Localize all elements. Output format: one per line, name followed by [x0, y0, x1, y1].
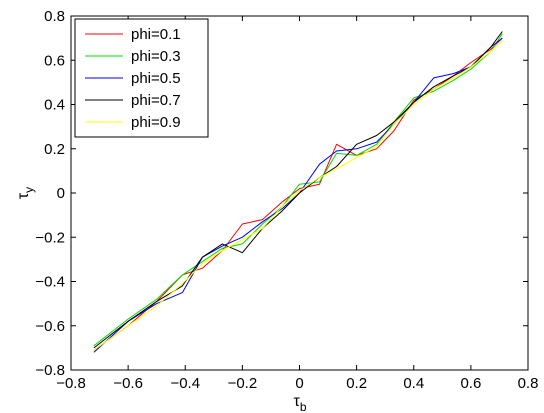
legend: phi=0.1 phi=0.3 phi=0.5 phi=0.7 phi=0.9 — [74, 18, 209, 138]
series-line-2 — [93, 37, 503, 353]
y-tick-label: −0.2 — [35, 229, 65, 246]
x-tick-label: −0.2 — [228, 375, 258, 392]
x-tick-label: −0.6 — [113, 375, 143, 392]
legend-label-0: phi=0.1 — [131, 26, 181, 43]
series-line-1 — [93, 33, 503, 347]
legend-label-4: phi=0.9 — [131, 114, 181, 131]
legend-label-2: phi=0.5 — [131, 70, 181, 87]
y-axis-label-main: τ — [15, 192, 32, 199]
y-tick-label: 0.4 — [44, 97, 65, 114]
x-axis-label-main: τ — [293, 393, 300, 410]
tick-layer: −0.8 −0.6 −0.4 −0.2 0 0.2 0.4 0.6 0.8 −0.8 −0.6 −0.… — [35, 8, 538, 392]
legend-label-3: phi=0.7 — [131, 92, 181, 109]
legend-label-1: phi=0.3 — [131, 48, 181, 65]
x-tick-label: −0.8 — [56, 375, 86, 392]
y-axis-label: τy — [15, 187, 36, 199]
x-axis-label-sub: b — [300, 400, 307, 413]
series-line-0 — [93, 37, 503, 351]
series-layer — [93, 31, 503, 353]
x-tick-label: 0.6 — [460, 375, 481, 392]
x-tick-label: 0.4 — [403, 375, 424, 392]
y-tick-label: −0.6 — [35, 318, 65, 335]
x-tick-label: 0 — [295, 375, 303, 392]
y-tick-label: −0.8 — [35, 362, 65, 379]
x-axis-label: τb — [293, 393, 306, 413]
y-tick-label: 0.2 — [44, 141, 65, 158]
y-tick-label: 0.6 — [44, 52, 65, 69]
x-tick-label: 0.8 — [518, 375, 539, 392]
x-tick-label: −0.4 — [170, 375, 200, 392]
y-tick-label: 0.8 — [44, 8, 65, 25]
y-axis-label-sub: y — [22, 187, 36, 193]
y-tick-label: −0.4 — [35, 274, 65, 291]
y-tick-label: 0 — [57, 185, 65, 202]
x-tick-label: 0.2 — [346, 375, 367, 392]
series-line-4 — [93, 39, 503, 351]
